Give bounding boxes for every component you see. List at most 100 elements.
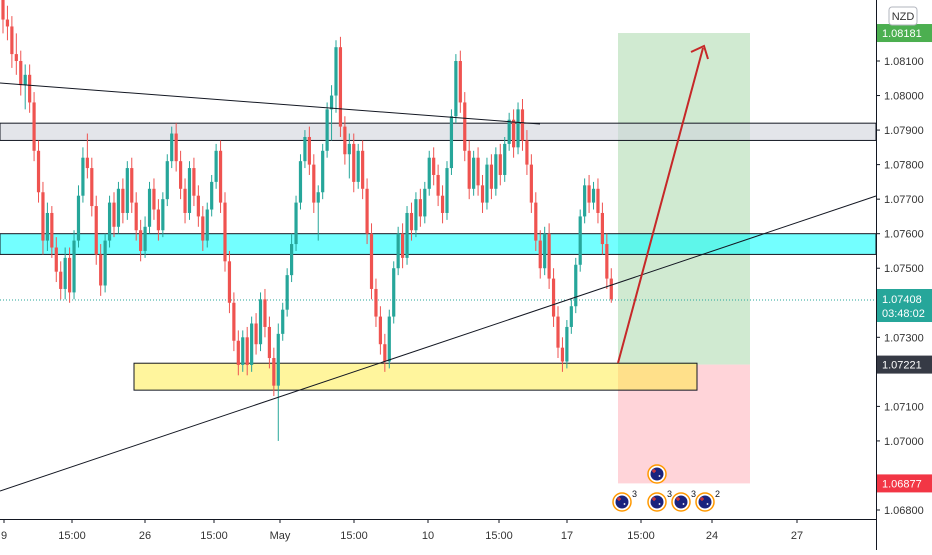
candle [76,185,81,248]
candle [365,178,369,245]
candle-body [99,254,103,286]
descending-trendline [0,82,541,125]
candle-body [409,212,414,231]
y-tick-label: 1.07800 [884,160,924,172]
candle [41,181,45,255]
candle [516,102,520,155]
cyan-zone [0,233,877,255]
candle [560,337,565,372]
candle-body [156,209,160,231]
candle-body [574,264,578,307]
event-count: 3 [667,489,672,499]
candle [356,143,360,189]
event-marker[interactable]: 3 [671,489,696,512]
candle-body [170,133,174,162]
time-axis-bg [0,519,876,550]
candle-body [591,188,596,203]
candle-body [312,164,316,203]
candle [578,209,582,272]
y-tick-label: 1.07000 [884,436,924,448]
candle [378,306,382,355]
candle-body [63,257,67,289]
candle [436,164,440,207]
candle-body [303,136,307,162]
candle-body [10,26,14,55]
event-marker[interactable]: 3 [647,489,672,512]
candle [161,192,165,238]
candle-body [290,244,294,276]
candle-body [32,102,36,151]
candle [290,233,294,283]
candle-body [54,247,58,272]
flag-icon [674,495,688,509]
y-tick-label: 1.07900 [884,125,924,137]
candle-body [294,202,298,245]
candle [551,268,556,327]
candle-body [547,233,551,279]
candle [307,126,311,175]
candle [36,140,41,203]
x-tick-label: 26 [139,530,151,542]
flag-union-icon [652,469,656,473]
candle [383,333,387,372]
current-price-badge-bg [877,289,932,323]
candle [458,50,462,113]
event-marker[interactable]: 3 [612,489,637,512]
candle-body [378,316,382,345]
stop-loss-badge-bg [877,474,932,493]
countdown-label: 03:48:02 [882,308,925,320]
candle [556,306,560,359]
gray-zone [0,122,877,141]
event-marker[interactable] [647,464,667,484]
candle [605,233,609,289]
take-profit-badge-bg [877,24,932,43]
flag-icon [650,495,664,509]
candle-body [36,150,41,193]
candle [14,33,18,75]
candle-body [76,195,81,241]
candle-body [503,143,507,175]
candle-body [41,192,45,241]
candle-body [569,306,573,327]
flag-union-icon [617,497,621,501]
events-layer: 3 3 3 2 [612,464,720,512]
candle-body [161,199,165,231]
event-count: 3 [632,489,637,499]
candle [50,206,54,258]
candle-body [392,268,396,317]
candle [210,174,214,217]
candle [81,147,85,203]
candle-body [525,140,529,165]
candle [312,154,316,213]
candle [232,292,236,352]
currency-button[interactable]: NZD [888,6,918,26]
candle-body [356,150,360,182]
candle [485,157,489,210]
candle [392,261,396,324]
candle [547,223,551,289]
candle-body [14,54,18,61]
x-tick-label: 27 [791,530,803,542]
candle [600,202,604,255]
candle-body [232,302,236,341]
candle-body [445,168,449,213]
stop-loss-badge-label: 1.06877 [882,478,922,490]
candle-body [529,164,533,203]
flag-icon [615,495,629,509]
candle-body [325,109,329,151]
candle [543,226,547,276]
currency-label: NZD [892,11,915,23]
candle [321,143,325,200]
candle [507,112,511,151]
candle-body [476,157,480,186]
candle [538,230,542,279]
candle [94,195,98,265]
candle-body [361,150,365,189]
event-marker[interactable]: 2 [695,489,720,512]
candle-body [250,323,254,365]
candle-body [50,212,54,248]
candle-body [45,212,49,241]
y-tick-label: 1.08000 [884,91,924,103]
